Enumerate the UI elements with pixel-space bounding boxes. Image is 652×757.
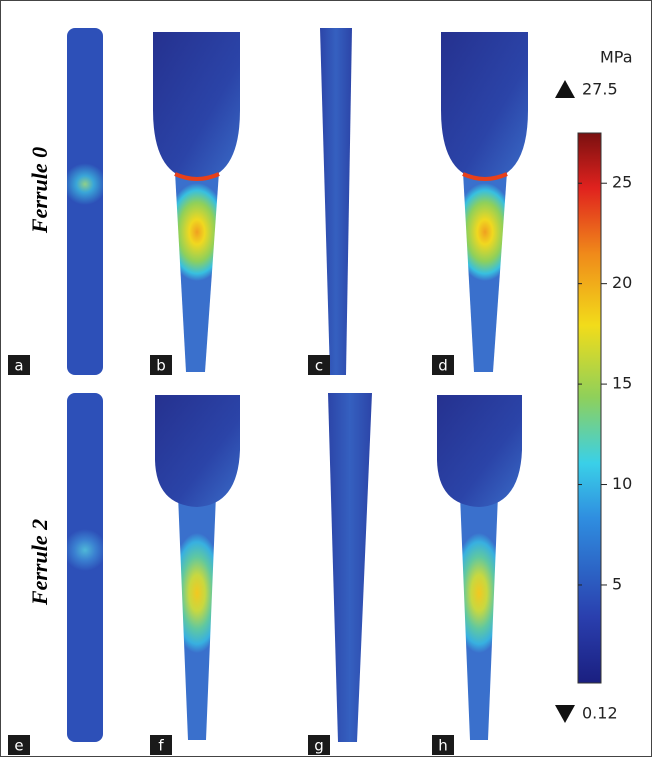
panel-label: h: [438, 737, 448, 755]
crown: [153, 32, 240, 180]
tick-label: 15: [612, 374, 632, 393]
colorbar-min: 0.12: [582, 704, 618, 723]
panel-label: g: [314, 737, 324, 755]
tick-label: 10: [612, 474, 632, 493]
panel-label: e: [14, 737, 23, 755]
panel-label: b: [156, 357, 166, 375]
tick-label: 5: [612, 574, 622, 593]
row-label: Ferrule 2: [27, 519, 52, 606]
row-label: Ferrule 0: [27, 147, 52, 234]
tick-label: 20: [612, 273, 632, 292]
crown: [155, 395, 240, 507]
tick-label: 25: [612, 173, 632, 192]
crown: [437, 395, 522, 507]
post: [67, 28, 103, 375]
colorbar-max: 27.5: [582, 80, 618, 99]
panel-label: d: [438, 357, 448, 375]
panel-label: f: [158, 737, 164, 755]
post: [67, 393, 103, 742]
panel-label: a: [14, 357, 23, 375]
colorbar: [578, 133, 601, 683]
figure: Ferrule 0 Ferrule 2 a b c d e f g h MPa 27.5 0.…: [0, 0, 652, 757]
panel-label: c: [315, 357, 323, 375]
crown: [441, 32, 528, 180]
colorbar-unit: MPa: [600, 48, 633, 67]
